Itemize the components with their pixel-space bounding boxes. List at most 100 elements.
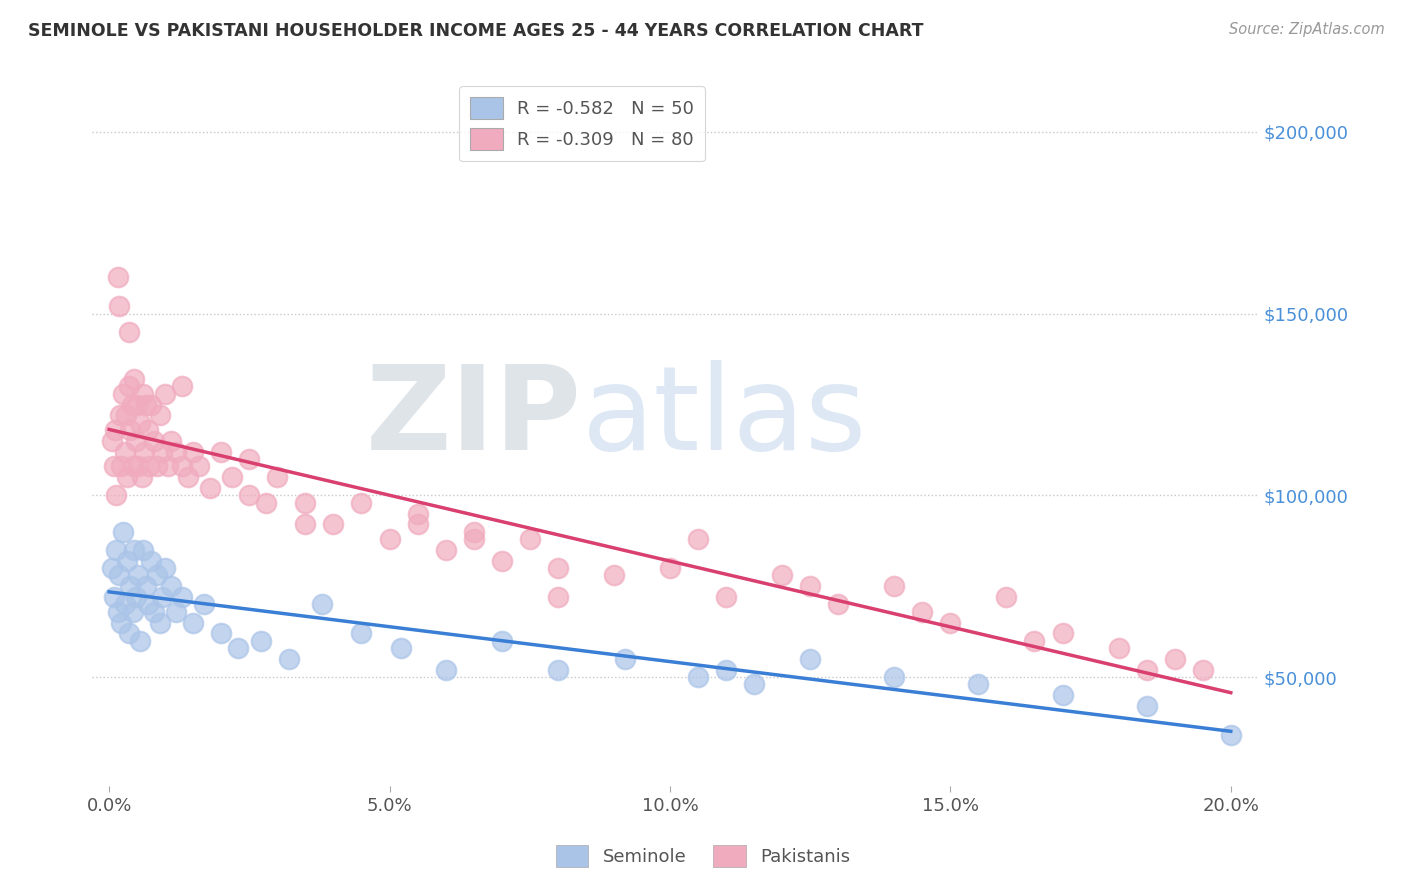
Point — [967, 677, 990, 691]
Point — [714, 663, 737, 677]
Point — [181, 615, 204, 630]
Point — [911, 605, 934, 619]
Point — [127, 568, 149, 582]
Point — [141, 398, 163, 412]
Point — [159, 579, 181, 593]
Point — [120, 579, 142, 593]
Point — [193, 598, 215, 612]
Point — [519, 532, 541, 546]
Point — [170, 590, 193, 604]
Point — [124, 372, 146, 386]
Point — [125, 590, 148, 604]
Point — [138, 423, 160, 437]
Point — [294, 496, 316, 510]
Point — [686, 532, 709, 546]
Point — [799, 579, 821, 593]
Point — [150, 590, 173, 604]
Point — [238, 452, 260, 467]
Text: ZIP: ZIP — [366, 360, 582, 475]
Point — [103, 590, 125, 604]
Point — [127, 398, 149, 412]
Text: atlas: atlas — [582, 360, 868, 475]
Point — [491, 554, 513, 568]
Point — [165, 444, 187, 458]
Point — [221, 470, 243, 484]
Point — [742, 677, 765, 691]
Point — [1219, 728, 1241, 742]
Point — [350, 626, 373, 640]
Point — [209, 444, 232, 458]
Point — [125, 434, 148, 448]
Point — [389, 640, 412, 655]
Point — [883, 579, 905, 593]
Point — [135, 398, 157, 412]
Point — [115, 409, 138, 423]
Point — [1108, 640, 1130, 655]
Point — [378, 532, 401, 546]
Point — [406, 507, 429, 521]
Point — [104, 423, 127, 437]
Point — [181, 444, 204, 458]
Point — [156, 459, 179, 474]
Point — [141, 554, 163, 568]
Point — [883, 670, 905, 684]
Point — [153, 561, 176, 575]
Point — [238, 488, 260, 502]
Point — [491, 633, 513, 648]
Point — [143, 605, 166, 619]
Point — [145, 459, 167, 474]
Point — [434, 663, 457, 677]
Point — [104, 542, 127, 557]
Text: SEMINOLE VS PAKISTANI HOUSEHOLDER INCOME AGES 25 - 44 YEARS CORRELATION CHART: SEMINOLE VS PAKISTANI HOUSEHOLDER INCOME… — [28, 22, 924, 40]
Point — [714, 590, 737, 604]
Point — [148, 409, 170, 423]
Point — [118, 379, 141, 393]
Point — [131, 470, 153, 484]
Text: Source: ZipAtlas.com: Source: ZipAtlas.com — [1229, 22, 1385, 37]
Point — [121, 459, 143, 474]
Point — [209, 626, 232, 640]
Point — [115, 554, 138, 568]
Point — [165, 605, 187, 619]
Point — [110, 615, 132, 630]
Point — [547, 663, 569, 677]
Point — [1052, 688, 1074, 702]
Point — [799, 652, 821, 666]
Point — [118, 626, 141, 640]
Point — [112, 524, 135, 539]
Point — [686, 670, 709, 684]
Point — [434, 542, 457, 557]
Point — [770, 568, 793, 582]
Point — [463, 532, 485, 546]
Point — [107, 270, 129, 285]
Point — [176, 470, 198, 484]
Point — [311, 598, 333, 612]
Point — [322, 517, 344, 532]
Point — [115, 470, 138, 484]
Point — [110, 409, 132, 423]
Point — [101, 561, 124, 575]
Point — [995, 590, 1018, 604]
Point — [266, 470, 288, 484]
Point — [138, 459, 160, 474]
Point — [1024, 633, 1046, 648]
Point — [170, 459, 193, 474]
Point — [132, 444, 155, 458]
Point — [132, 386, 155, 401]
Point — [135, 579, 157, 593]
Point — [547, 561, 569, 575]
Point — [145, 568, 167, 582]
Point — [150, 444, 173, 458]
Legend: R = -0.582   N = 50, R = -0.309   N = 80: R = -0.582 N = 50, R = -0.309 N = 80 — [460, 87, 704, 161]
Point — [148, 615, 170, 630]
Point — [132, 542, 155, 557]
Point — [107, 605, 129, 619]
Point — [101, 434, 124, 448]
Point — [120, 423, 142, 437]
Point — [350, 496, 373, 510]
Point — [114, 444, 136, 458]
Point — [277, 652, 299, 666]
Point — [658, 561, 681, 575]
Point — [108, 568, 131, 582]
Point — [547, 590, 569, 604]
